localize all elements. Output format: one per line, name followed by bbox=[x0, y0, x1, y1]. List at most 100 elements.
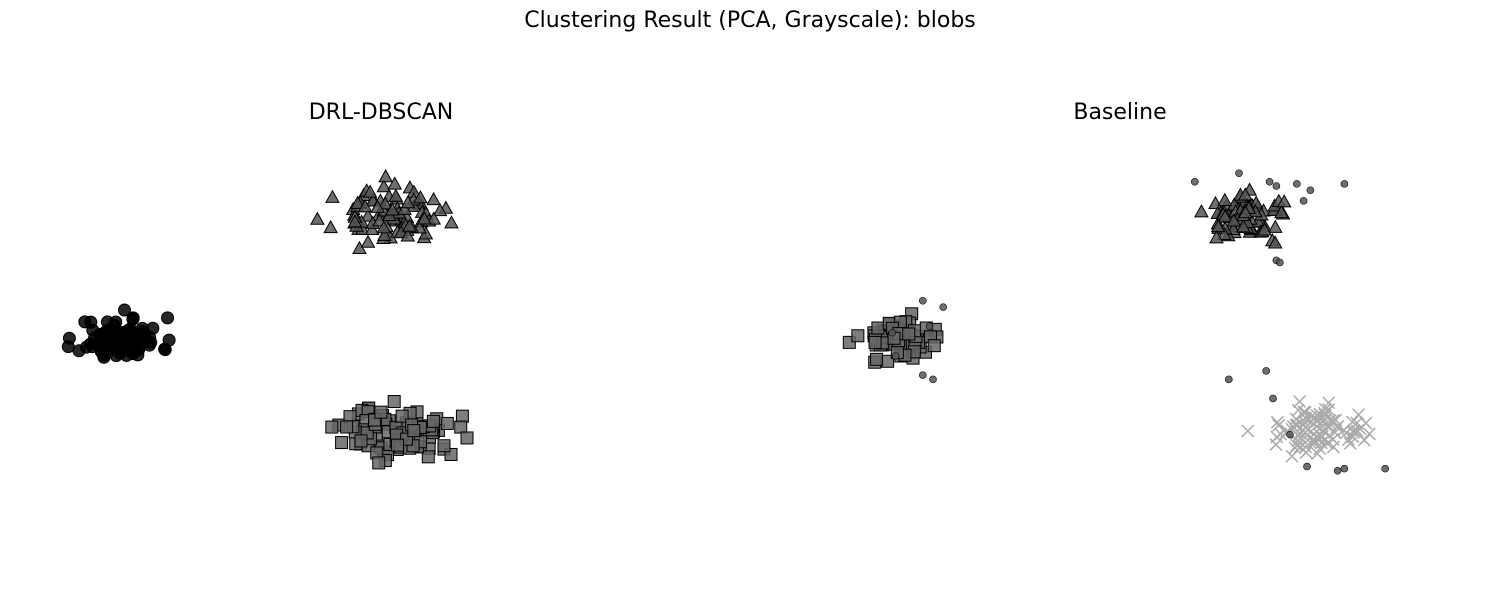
noise-point bbox=[1293, 180, 1301, 188]
subplot-title-drl-dbscan: DRL-DBSCAN bbox=[308, 100, 454, 125]
cluster-1-point bbox=[325, 189, 340, 203]
cluster-1-point bbox=[432, 202, 448, 217]
noise-point bbox=[891, 352, 900, 360]
cluster-0-point bbox=[123, 322, 137, 336]
noise-point bbox=[1303, 462, 1311, 471]
noise-point bbox=[1286, 430, 1294, 439]
cluster-0-point bbox=[123, 336, 137, 350]
cluster-2-point bbox=[1292, 426, 1307, 440]
cluster-1-point bbox=[377, 196, 393, 210]
cluster-2-point bbox=[407, 424, 421, 438]
cluster-0-point bbox=[72, 344, 86, 358]
cluster-2-point bbox=[372, 456, 386, 470]
cluster-0-point bbox=[98, 325, 112, 339]
cluster-1-point bbox=[413, 189, 428, 204]
noise-point bbox=[1272, 182, 1281, 190]
cluster-2-point bbox=[1270, 415, 1284, 429]
cluster-0-point bbox=[1226, 213, 1242, 227]
cluster-0-point bbox=[1276, 194, 1292, 208]
cluster-1-point bbox=[376, 220, 392, 234]
noise-point bbox=[925, 322, 934, 331]
cluster-2-point bbox=[1341, 432, 1355, 447]
cluster-1-point bbox=[402, 218, 417, 232]
cluster-0-point bbox=[1194, 204, 1209, 218]
cluster-1-point bbox=[347, 214, 363, 228]
cluster-1-point bbox=[310, 211, 325, 225]
cluster-2-point bbox=[460, 431, 474, 445]
cluster-0-point bbox=[1237, 187, 1253, 201]
noise-point bbox=[1265, 177, 1274, 186]
cluster-1-point bbox=[902, 327, 916, 341]
cluster-2-point bbox=[1294, 431, 1308, 445]
noise-point bbox=[1340, 180, 1349, 188]
cluster-2-point bbox=[335, 436, 349, 450]
cluster-0-point bbox=[1217, 192, 1233, 206]
cluster-1-point bbox=[426, 191, 441, 206]
cluster-2-point bbox=[395, 409, 409, 423]
cluster-2-point bbox=[387, 395, 401, 409]
cluster-1-point bbox=[376, 178, 392, 193]
cluster-1-point bbox=[362, 184, 378, 198]
noise-point bbox=[1299, 197, 1308, 205]
noise-point bbox=[1306, 186, 1315, 195]
cluster-2-point bbox=[421, 450, 435, 464]
subplot-title-baseline: Baseline bbox=[1073, 100, 1167, 125]
cluster-1-point bbox=[417, 211, 432, 225]
cluster-0-point bbox=[1216, 226, 1232, 241]
noise-point bbox=[939, 303, 948, 311]
cluster-2-point bbox=[1308, 434, 1322, 448]
cluster-0-point bbox=[62, 331, 76, 345]
cluster-2-point bbox=[440, 416, 454, 430]
cluster-2-point bbox=[1299, 445, 1313, 459]
cluster-1-point bbox=[400, 228, 416, 242]
cluster-1-point bbox=[323, 219, 338, 234]
cluster-1-point bbox=[377, 227, 392, 241]
cluster-2-point bbox=[1343, 436, 1357, 451]
cluster-2-point bbox=[1323, 413, 1337, 428]
cluster-1-point bbox=[360, 234, 376, 248]
cluster-2-point bbox=[1310, 447, 1324, 461]
cluster-1-point bbox=[378, 168, 394, 183]
cluster-1-point bbox=[397, 201, 412, 215]
cluster-2-point bbox=[1322, 403, 1336, 417]
cluster-0-point bbox=[1267, 219, 1283, 233]
cluster-1-point bbox=[388, 188, 404, 202]
cluster-0-point bbox=[117, 303, 131, 317]
cluster-2-point bbox=[1297, 415, 1312, 429]
cluster-2-point bbox=[325, 420, 339, 434]
cluster-1-point bbox=[868, 335, 882, 349]
noise-point bbox=[888, 328, 897, 337]
cluster-1-point bbox=[370, 199, 385, 213]
cluster-1-point bbox=[426, 211, 442, 225]
cluster-2-point bbox=[437, 439, 451, 453]
cluster-2-point bbox=[1298, 411, 1312, 425]
cluster-0-point bbox=[109, 349, 123, 363]
noise-point bbox=[1262, 367, 1270, 375]
noise-point bbox=[1333, 466, 1342, 475]
panel-drl-dbscan bbox=[61, 168, 474, 470]
cluster-2-point bbox=[1285, 449, 1299, 463]
cluster-2-point bbox=[1359, 416, 1373, 430]
cluster-1-point bbox=[387, 176, 403, 190]
cluster-0-point bbox=[126, 311, 140, 325]
cluster-0-point bbox=[1257, 222, 1272, 236]
cluster-2-point bbox=[426, 414, 440, 428]
noise-point bbox=[1235, 169, 1243, 178]
cluster-1-point bbox=[851, 329, 865, 343]
cluster-2-point bbox=[1290, 438, 1304, 452]
noise-point bbox=[918, 296, 927, 305]
cluster-2-point bbox=[1357, 433, 1371, 447]
cluster-2-point bbox=[391, 438, 405, 452]
cluster-1-point bbox=[385, 202, 400, 216]
noise-point bbox=[1276, 258, 1284, 267]
cluster-2-point bbox=[1304, 415, 1318, 429]
cluster-0-point bbox=[161, 311, 175, 325]
cluster-0-point bbox=[143, 330, 157, 344]
cluster-2-point bbox=[1326, 440, 1340, 454]
cluster-2-point bbox=[1310, 415, 1324, 429]
cluster-1-point bbox=[444, 215, 459, 229]
cluster-2-point bbox=[340, 420, 354, 434]
noise-point bbox=[929, 375, 937, 384]
cluster-2-point bbox=[454, 420, 468, 434]
